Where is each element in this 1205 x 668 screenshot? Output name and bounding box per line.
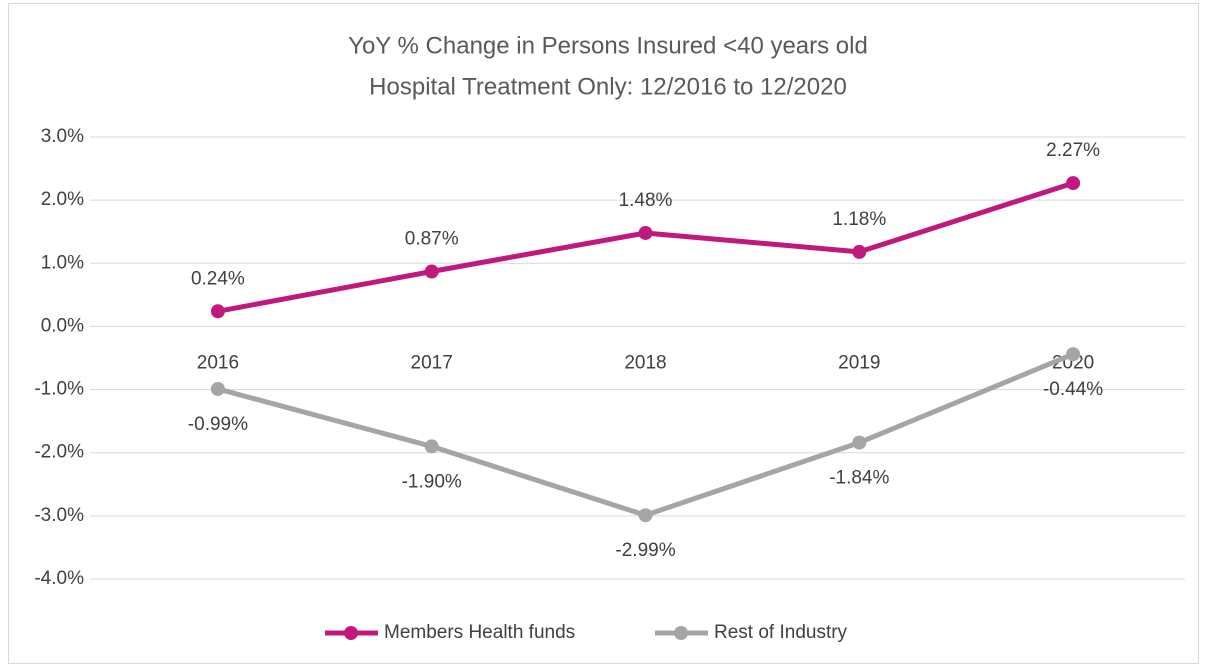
data-point	[852, 244, 867, 259]
chart-title: YoY % Change in Persons Insured <40 year…	[348, 32, 868, 59]
y-tick-label: -1.0%	[34, 379, 84, 400]
data-label: 1.18%	[832, 209, 886, 230]
chart-title: Hospital Treatment Only: 12/2016 to 12/2…	[369, 73, 847, 100]
y-tick-label: 2.0%	[41, 189, 84, 210]
legend-marker	[674, 626, 688, 640]
data-point	[1066, 176, 1081, 191]
data-point	[852, 435, 867, 450]
data-point	[1066, 347, 1081, 362]
data-label: -1.90%	[402, 471, 462, 492]
y-tick-label: 3.0%	[41, 126, 84, 147]
x-tick-label: 2018	[624, 352, 666, 373]
y-tick-label: -4.0%	[34, 568, 84, 589]
y-tick-label: -2.0%	[34, 442, 84, 463]
data-label: 1.48%	[619, 190, 673, 211]
data-label: 2.27%	[1046, 140, 1100, 161]
legend-marker	[344, 626, 358, 640]
data-point	[210, 304, 225, 319]
data-label: -0.99%	[188, 414, 248, 435]
data-point	[424, 439, 439, 454]
y-tick-label: 0.0%	[41, 315, 84, 336]
data-point	[638, 508, 653, 523]
data-point	[210, 381, 225, 396]
legend-label: Rest of Industry	[714, 622, 848, 643]
data-label: -1.84%	[829, 468, 889, 489]
data-label: 0.87%	[405, 229, 459, 250]
legend-label: Members Health funds	[384, 622, 575, 643]
y-tick-label: 1.0%	[41, 252, 84, 273]
data-label: 0.24%	[191, 268, 245, 289]
data-point	[638, 225, 653, 240]
x-tick-label: 2019	[838, 352, 880, 373]
data-point	[424, 264, 439, 279]
data-label: -2.99%	[615, 540, 675, 561]
y-tick-label: -3.0%	[34, 505, 84, 526]
x-tick-label: 2016	[197, 352, 239, 373]
data-label: -0.44%	[1043, 379, 1103, 400]
chart-border	[8, 3, 1199, 664]
x-tick-label: 2017	[411, 352, 453, 373]
